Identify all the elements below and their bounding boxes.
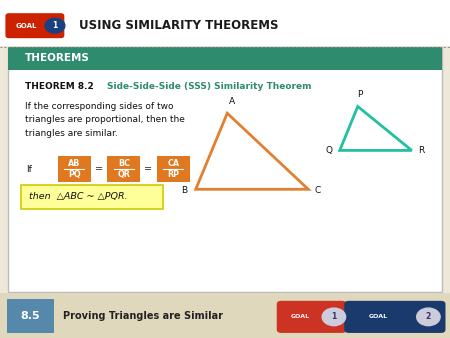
Text: 1: 1 [331, 312, 337, 321]
Text: A: A [229, 97, 235, 106]
FancyBboxPatch shape [344, 301, 446, 333]
Circle shape [322, 308, 346, 326]
Text: =: = [144, 164, 153, 174]
Text: GOAL: GOAL [369, 314, 387, 319]
Text: THEOREM 8.2: THEOREM 8.2 [25, 82, 94, 91]
FancyBboxPatch shape [8, 47, 442, 70]
Text: BC: BC [118, 159, 130, 168]
FancyBboxPatch shape [157, 156, 190, 182]
Text: USING SIMILARITY THEOREMS: USING SIMILARITY THEOREMS [79, 19, 278, 32]
Text: P: P [357, 90, 363, 99]
Text: QR: QR [117, 170, 130, 179]
FancyBboxPatch shape [8, 47, 442, 292]
Text: CA: CA [167, 159, 179, 168]
Text: =: = [95, 164, 103, 174]
Text: If the corresponding sides of two
triangles are proportional, then the
triangles: If the corresponding sides of two triang… [25, 102, 184, 138]
FancyBboxPatch shape [58, 156, 91, 182]
Text: Side-Side-Side (SSS) Similarity Theorem: Side-Side-Side (SSS) Similarity Theorem [107, 82, 311, 91]
Text: PQ: PQ [68, 170, 81, 179]
FancyBboxPatch shape [5, 13, 64, 38]
Text: 8.5: 8.5 [20, 311, 40, 321]
Text: B: B [181, 187, 188, 195]
FancyBboxPatch shape [107, 156, 140, 182]
Text: R: R [418, 146, 425, 155]
Text: Proving Triangles are Similar: Proving Triangles are Similar [63, 311, 223, 321]
Text: then  △ABC ~ △PQR.: then △ABC ~ △PQR. [29, 192, 128, 201]
Text: If: If [26, 165, 32, 173]
Text: GOAL: GOAL [15, 23, 37, 29]
FancyBboxPatch shape [21, 185, 163, 209]
FancyBboxPatch shape [7, 299, 54, 333]
Text: RP: RP [167, 170, 179, 179]
Text: Q: Q [326, 146, 333, 155]
Circle shape [45, 18, 65, 33]
Text: 1: 1 [52, 21, 58, 30]
FancyBboxPatch shape [277, 301, 346, 333]
Circle shape [417, 308, 440, 326]
Text: 2: 2 [426, 312, 431, 321]
FancyBboxPatch shape [0, 293, 450, 338]
Text: AB: AB [68, 159, 81, 168]
Text: C: C [315, 187, 321, 195]
Text: THEOREMS: THEOREMS [25, 53, 90, 63]
Text: GOAL: GOAL [291, 314, 310, 319]
FancyBboxPatch shape [0, 0, 450, 46]
